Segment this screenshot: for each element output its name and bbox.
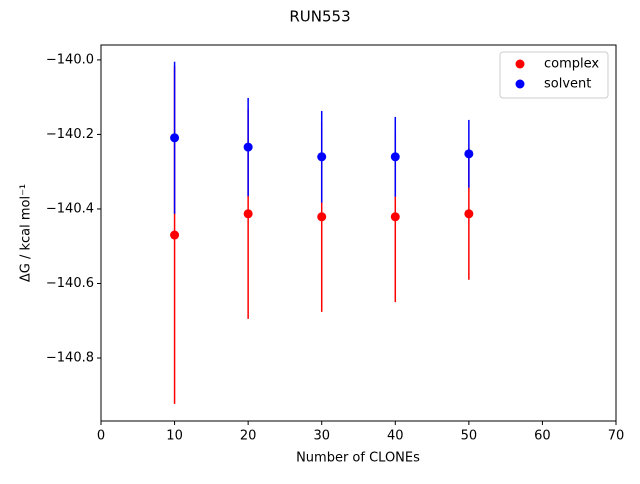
x-tick-label: 10: [166, 429, 183, 444]
point: [464, 209, 474, 219]
point: [390, 212, 400, 222]
point: [464, 149, 474, 159]
x-tick-label: 60: [534, 429, 551, 444]
point: [390, 152, 400, 162]
x-tick-label: 40: [387, 429, 404, 444]
y-tick-label: −140.6: [46, 276, 94, 291]
chart-title: RUN553: [289, 8, 350, 26]
legend-box: [499, 51, 609, 99]
point: [170, 133, 180, 143]
point: [170, 230, 180, 240]
point: [243, 142, 253, 152]
x-tick-label: 20: [240, 429, 257, 444]
y-tick-label: −140.2: [46, 127, 94, 142]
point: [317, 212, 327, 222]
legend-marker: [515, 59, 525, 69]
plot-frame: [100, 44, 617, 422]
legend-marker: [515, 79, 525, 89]
point: [243, 209, 253, 219]
y-tick-label: −140.8: [46, 351, 94, 366]
x-tick-label: 70: [608, 429, 625, 444]
x-axis-label: Number of CLONEs: [296, 451, 420, 466]
y-tick-label: −140.0: [46, 52, 94, 67]
point: [317, 152, 327, 162]
x-tick-label: 0: [97, 429, 105, 444]
x-tick-label: 30: [313, 429, 330, 444]
y-axis-label: ΔG / kcal mol⁻¹: [19, 184, 34, 282]
legend-label: solvent: [544, 77, 591, 92]
y-tick-label: −140.4: [46, 201, 94, 216]
legend-label: complex: [544, 57, 599, 72]
x-tick-label: 50: [461, 429, 478, 444]
